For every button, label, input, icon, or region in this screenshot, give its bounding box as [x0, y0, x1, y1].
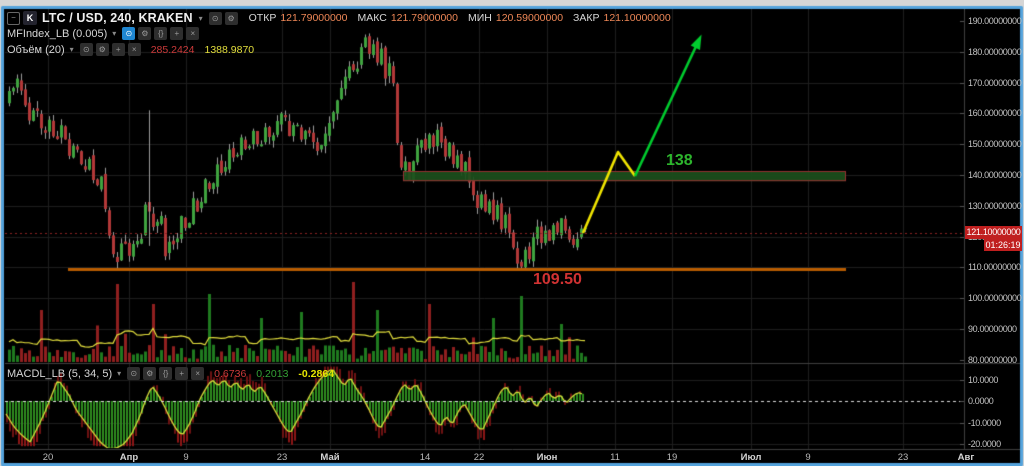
- time-tick-label: Авг: [957, 452, 975, 463]
- gear-icon[interactable]: ⚙: [143, 367, 157, 380]
- ohlc-values: ОТКР 121.79000000 МАКС 121.79000000 МИН 120.5…: [249, 12, 671, 24]
- chevron-down-icon[interactable]: ▾: [69, 45, 74, 54]
- close-icon[interactable]: ×: [127, 43, 141, 56]
- volume-value: 1388.9870: [204, 43, 255, 56]
- ohlc-pair: ЗАКР 121.10000000: [573, 12, 671, 24]
- current-price-badge[interactable]: 121.10000000: [965, 226, 1022, 239]
- price-tick-label: 190.00000000: [968, 16, 1022, 26]
- price-tick-label: 100.00000000: [968, 293, 1022, 304]
- gear-icon[interactable]: ⚙: [95, 43, 109, 56]
- time-tick-label: 11: [610, 452, 620, 463]
- eye-icon[interactable]: ⊙: [122, 27, 136, 40]
- macd-tick-label: 10.0000: [968, 374, 999, 385]
- macd-tick-label: -20.0000: [968, 439, 1001, 449]
- price-tick-label: 130.00000000: [968, 200, 1022, 211]
- mfindex-legend-row: MFIndex_LB (0.005) ▾ ⊙ ⚙ {} + ×: [7, 27, 200, 40]
- price-tick-label: 110.00000000: [968, 262, 1021, 273]
- volume-ma-value: 285.2424: [150, 43, 195, 56]
- price-tick-label: 180.00000000: [968, 46, 1022, 57]
- volume-legend-row: Объём (20) ▾ ⊙ ⚙ + × 285.2424 1388.9870: [7, 43, 254, 56]
- symbol-legend-row: − K LTC / USD, 240, KRAKEN ▾ ⊙ ⚙ ОТКР 121…: [7, 11, 671, 25]
- close-icon[interactable]: ×: [191, 367, 205, 380]
- ohlc-pair: МАКС 121.79000000: [357, 12, 458, 24]
- price-tick-label: 90.00000000: [968, 324, 1017, 334]
- chevron-down-icon[interactable]: ▾: [112, 29, 117, 38]
- eye-icon[interactable]: ⊙: [127, 367, 141, 380]
- bar-countdown-badge: 01:26:19: [984, 239, 1022, 251]
- ohlc-pair: МИН 120.59000000: [467, 12, 564, 24]
- time-tick-label: 9: [805, 452, 811, 463]
- eye-icon[interactable]: ⊙: [208, 11, 222, 25]
- close-icon[interactable]: ×: [186, 27, 200, 40]
- time-tick-label: 14: [419, 452, 431, 463]
- symbol-title[interactable]: LTC / USD, 240, KRAKEN: [42, 11, 193, 25]
- add-icon[interactable]: +: [170, 27, 184, 40]
- time-tick-label: Июл: [740, 452, 762, 463]
- time-tick-label: 20: [42, 452, 54, 463]
- macd-label[interactable]: MACDL_LB (5, 34, 5): [7, 367, 113, 380]
- macd-signal-value: 0.2013: [256, 367, 289, 380]
- time-tick-label: 22: [473, 452, 485, 463]
- time-tick-label: 23: [276, 452, 288, 463]
- time-tick-label: Май: [320, 452, 340, 463]
- gear-icon[interactable]: ⚙: [138, 27, 152, 40]
- support-level-label[interactable]: 109.50: [533, 271, 582, 288]
- add-icon[interactable]: +: [175, 367, 189, 380]
- kraken-logo-icon: K: [23, 11, 37, 25]
- macd-legend-row: MACDL_LB (5, 34, 5) ▾ ⊙ ⚙ {} + × 0.6736 …: [7, 367, 334, 380]
- price-tick-label: 80.00000000: [968, 354, 1017, 365]
- ohlc-pair: ОТКР 121.79000000: [248, 12, 348, 24]
- price-tick-label: 160.00000000: [968, 108, 1022, 119]
- gear-icon[interactable]: ⚙: [224, 11, 238, 25]
- time-tick-label: Апр: [119, 452, 139, 463]
- volume-label[interactable]: Объём (20): [7, 43, 65, 56]
- macd-line-value: -0.2864: [298, 367, 335, 380]
- eye-icon[interactable]: ⊙: [79, 43, 93, 56]
- add-icon[interactable]: +: [111, 43, 125, 56]
- chevron-down-icon[interactable]: ▾: [117, 369, 122, 378]
- macd-hist-value: 0.6736: [214, 367, 247, 380]
- resistance-level-label[interactable]: 138: [666, 152, 693, 169]
- price-tick-label: 140.00000000: [968, 170, 1022, 180]
- source-code-icon[interactable]: {}: [154, 27, 168, 40]
- collapse-icon[interactable]: −: [7, 11, 20, 25]
- source-code-icon[interactable]: {}: [159, 367, 173, 380]
- time-tick-label: 9: [183, 452, 189, 463]
- chevron-down-icon[interactable]: ▾: [198, 13, 203, 23]
- macd-tick-label: -10.0000: [968, 417, 1001, 428]
- time-tick-label: 19: [666, 452, 678, 463]
- macd-tick-label: 0.0000: [968, 396, 994, 406]
- time-tick-label: Июн: [536, 452, 558, 463]
- price-tick-label: 170.00000000: [968, 77, 1022, 88]
- mfindex-label[interactable]: MFIndex_LB (0.005): [7, 27, 108, 40]
- price-tick-label: 150.00000000: [968, 139, 1022, 150]
- time-tick-label: 23: [897, 452, 909, 463]
